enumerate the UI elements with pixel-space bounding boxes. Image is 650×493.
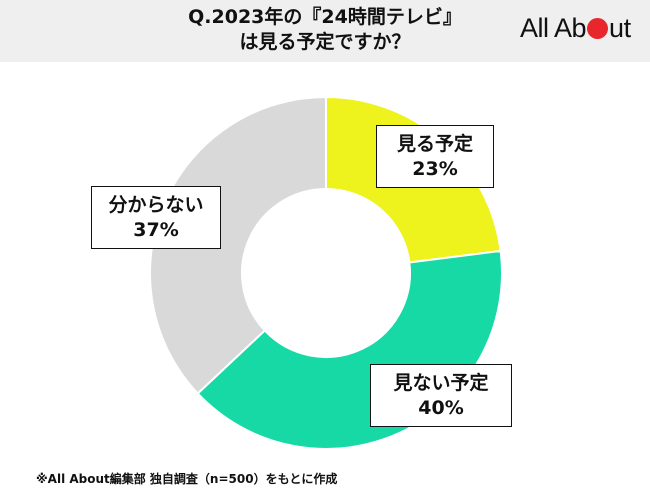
slice-unknown [149, 95, 327, 395]
label-value-not-watch: 40% [418, 397, 464, 419]
label-category-not-watch: 見ない予定 [393, 372, 489, 394]
label-box-not-watch: 見ない予定 40% [370, 364, 512, 427]
logo-text-end: ut [609, 13, 631, 43]
logo-red-dot [587, 18, 609, 39]
label-category-unknown: 分からない [108, 194, 204, 216]
footnote: ※All About編集部 独自調査（n=500）をもとに作成 [36, 472, 338, 486]
all-about-logo: All Ab ut [520, 13, 631, 44]
header-bar: Q.2023年の『24時間テレビ』 は見る予定ですか？ All Ab ut [0, 0, 650, 62]
label-box-unknown: 分からない 37% [91, 186, 221, 249]
label-category-watch: 見る予定 [396, 133, 473, 155]
logo-text: All Ab [520, 13, 587, 43]
label-value-unknown: 37% [133, 219, 179, 241]
title-line-1: Q.2023年の『24時間テレビ』 [188, 6, 462, 28]
label-box-watch: 見る予定 23% [376, 125, 494, 188]
chart-title: Q.2023年の『24時間テレビ』 は見る予定ですか？ [0, 5, 650, 55]
label-value-watch: 23% [412, 158, 458, 180]
title-line-2: は見る予定ですか？ [239, 31, 411, 53]
